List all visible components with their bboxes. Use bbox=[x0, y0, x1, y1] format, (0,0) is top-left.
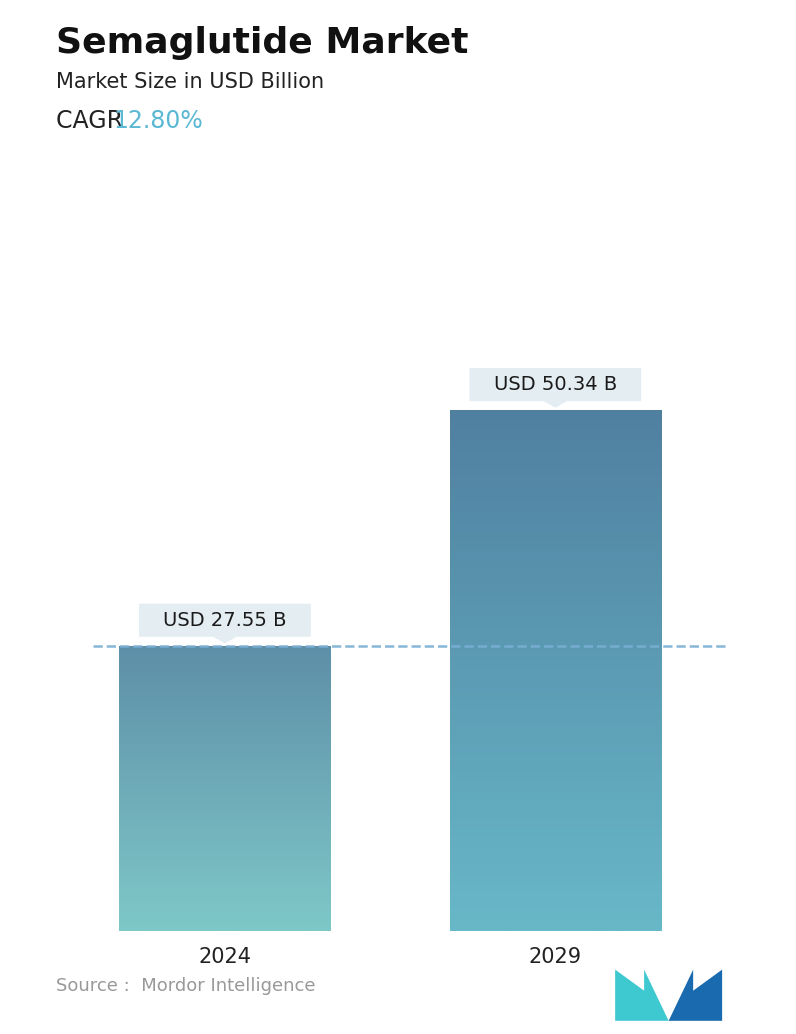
Polygon shape bbox=[213, 637, 237, 643]
Polygon shape bbox=[615, 970, 669, 1021]
Text: USD 50.34 B: USD 50.34 B bbox=[494, 375, 617, 394]
FancyBboxPatch shape bbox=[470, 368, 642, 401]
Text: Source :  Mordor Intelligence: Source : Mordor Intelligence bbox=[56, 977, 315, 995]
Text: CAGR: CAGR bbox=[56, 109, 138, 132]
Text: 12.80%: 12.80% bbox=[114, 109, 204, 132]
Text: Semaglutide Market: Semaglutide Market bbox=[56, 26, 468, 60]
FancyBboxPatch shape bbox=[139, 604, 310, 637]
Text: USD 27.55 B: USD 27.55 B bbox=[163, 611, 287, 630]
Polygon shape bbox=[544, 401, 568, 407]
Text: Market Size in USD Billion: Market Size in USD Billion bbox=[56, 72, 324, 92]
Polygon shape bbox=[669, 970, 722, 1021]
